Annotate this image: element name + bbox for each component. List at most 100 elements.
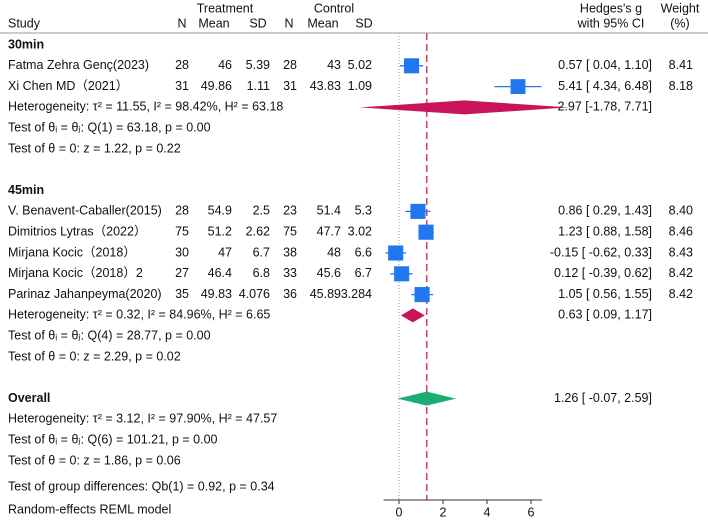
study-box (510, 79, 526, 95)
ci-label: 1.26 [ -0.07, 2.59] (554, 391, 652, 405)
study-name: Mirjana Kocic（2018） (8, 245, 136, 259)
x-tick-label: 4 (484, 505, 491, 519)
cell: 1.09 (348, 79, 372, 93)
weight-label: 8.40 (669, 204, 693, 218)
cell: 2.5 (253, 204, 270, 218)
summary-diamond (400, 308, 425, 323)
cell: 6.7 (355, 266, 372, 280)
header: Weight (661, 1, 700, 15)
header: with 95% CI (577, 16, 645, 30)
cell: 45.6 (317, 266, 341, 280)
ci-label: 0.57 [ 0.04, 1.10] (558, 58, 652, 72)
cell: 31 (283, 79, 297, 93)
weight-label: 8.42 (669, 287, 693, 301)
study-box (418, 224, 434, 240)
cell: 33 (283, 266, 297, 280)
study-name: Mirjana Kocic（2018）2 (8, 266, 143, 280)
group-test: Test of group differences: Qb(1) = 0.92,… (8, 479, 275, 493)
header: Mean (307, 16, 338, 30)
test-z: Test of θ = 0: z = 1.22, p = 0.22 (8, 141, 181, 155)
ci-label: -0.15 [ -0.62, 0.33] (550, 245, 652, 259)
ci-label: 1.05 [ 0.56, 1.55] (558, 287, 652, 301)
study-name: Xi Chen MD（2021） (8, 79, 128, 93)
summary-diamond (397, 391, 456, 406)
cell: 3.02 (348, 224, 372, 238)
cell: 6.7 (253, 245, 270, 259)
cell: 54.9 (208, 204, 232, 218)
cell: 5.3 (355, 204, 372, 218)
cell: 48 (327, 245, 341, 259)
study-box (388, 245, 404, 261)
weight-label: 8.18 (669, 79, 693, 93)
cell: 49.83 (201, 287, 232, 301)
cell: 1.11 (247, 79, 270, 93)
weight-label: 8.42 (669, 266, 693, 280)
cell: 35 (175, 287, 189, 301)
study-name: Dimitrios Lytras（2022） (8, 224, 146, 238)
cell: 6.6 (355, 245, 372, 259)
study-box (394, 266, 410, 282)
cell: 28 (175, 204, 189, 218)
test-q: Test of θᵢ = θⱼ: Q(4) = 28.77, p = 0.00 (8, 328, 211, 342)
study-name: Parinaz Jahanpeyma(2020) (8, 287, 162, 301)
cell: 43.83 (310, 79, 341, 93)
cell: 23 (283, 204, 297, 218)
cell: 5.39 (246, 58, 270, 72)
weight-label: 8.43 (669, 245, 693, 259)
cell: 3.284 (341, 287, 372, 301)
header: SD (249, 16, 266, 30)
cell: 6.8 (253, 266, 270, 280)
ci-label: 0.12 [ -0.39, 0.62] (554, 266, 652, 280)
header: Mean (198, 16, 229, 30)
weight-label: 8.41 (669, 58, 693, 72)
cell: 47.7 (317, 224, 341, 238)
cell: 75 (175, 224, 189, 238)
cell: 30 (175, 245, 189, 259)
cell: 27 (175, 266, 189, 280)
ci-label: 0.86 [ 0.29, 1.43] (558, 204, 652, 218)
cell: 75 (283, 224, 297, 238)
cell: 28 (175, 58, 189, 72)
ci-label: 1.23 [ 0.88, 1.58] (558, 224, 652, 238)
cell: 46 (218, 58, 232, 72)
cell: 46.4 (208, 266, 232, 280)
study-box (414, 287, 430, 303)
summary-diamond (359, 100, 569, 115)
weight-label: 8.46 (669, 224, 693, 238)
study-box (410, 203, 426, 219)
cell: 38 (283, 245, 297, 259)
cell: 45.89 (310, 287, 341, 301)
test-z: Test of θ = 0: z = 2.29, p = 0.02 (8, 349, 181, 363)
header: Control (314, 1, 354, 15)
x-tick-label: 2 (440, 505, 447, 519)
cell: 28 (283, 58, 297, 72)
heterogeneity: Heterogeneity: τ² = 3.12, I² = 97.90%, H… (8, 412, 277, 426)
ci-label: 2.97 [-1.78, 7.71] (557, 100, 652, 114)
header: N (177, 16, 186, 30)
ci-label: 0.63 [ 0.09, 1.17] (558, 308, 652, 322)
header: Study (8, 16, 41, 30)
cell: 2.62 (246, 224, 270, 238)
study-box (404, 58, 420, 74)
heterogeneity: Heterogeneity: τ² = 0.32, I² = 84.96%, H… (8, 308, 270, 322)
cell: 47 (218, 245, 232, 259)
x-tick-label: 0 (396, 505, 403, 519)
ci-label: 5.41 [ 4.34, 6.48] (558, 79, 652, 93)
test-z: Test of θ = 0: z = 1.86, p = 0.06 (8, 453, 181, 467)
cell: 49.86 (201, 79, 232, 93)
cell: 4.076 (239, 287, 270, 301)
header: Hedges's g (580, 1, 642, 15)
test-q: Test of θᵢ = θⱼ: Q(6) = 101.21, p = 0.00 (8, 432, 218, 446)
header: SD (355, 16, 372, 30)
header: N (284, 16, 293, 30)
group-label: 45min (8, 183, 44, 197)
x-tick-label: 6 (528, 505, 535, 519)
cell: 43 (327, 58, 341, 72)
group-label: 30min (8, 37, 44, 51)
header: Treatment (197, 1, 254, 15)
cell: 51.4 (317, 204, 341, 218)
model-note: Random-effects REML model (8, 502, 171, 516)
cell: 5.02 (348, 58, 372, 72)
heterogeneity: Heterogeneity: τ² = 11.55, I² = 98.42%, … (8, 100, 283, 114)
